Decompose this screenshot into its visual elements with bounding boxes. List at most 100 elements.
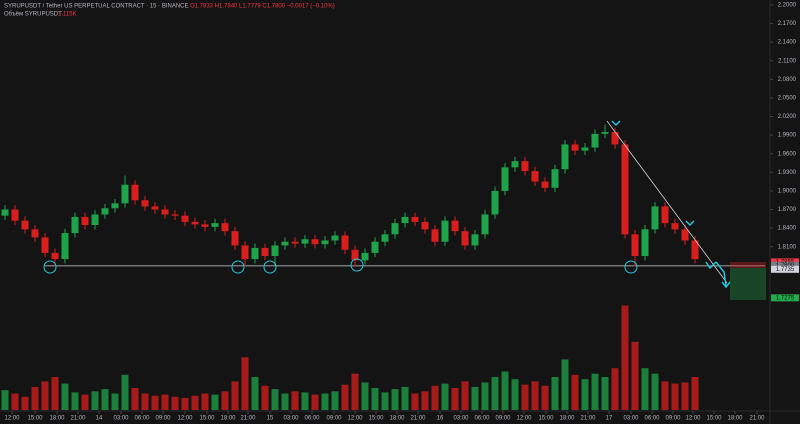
candle-body (681, 229, 689, 241)
candle-body (181, 215, 189, 222)
candle-body (211, 223, 219, 227)
price-tag (771, 265, 799, 273)
candle-body (151, 206, 159, 210)
volume-bar (371, 388, 379, 410)
candle-body (271, 245, 279, 256)
x-tick-label: 09:00 (326, 416, 342, 422)
x-tick-label: 06:00 (474, 416, 490, 422)
candle-body (231, 231, 239, 246)
volume-bar (521, 384, 529, 410)
volume-value: 1.115K (58, 12, 77, 18)
volume-bar (111, 393, 119, 410)
volume-bar (61, 383, 69, 410)
candle-body (381, 234, 389, 242)
x-tick-label: 15 (267, 416, 274, 422)
price-tag-label: 1.7275 (776, 295, 795, 301)
volume-bar (311, 394, 319, 410)
volume-bar (441, 383, 449, 410)
x-tick-label: 09:00 (495, 416, 511, 422)
volume-bar (91, 391, 99, 410)
candle-body (461, 231, 469, 246)
volume-bar (141, 393, 149, 410)
volume-bar (41, 381, 49, 410)
volume-bar (51, 377, 59, 410)
x-tick-label: 18:00 (49, 416, 65, 422)
candle-body (321, 240, 329, 245)
x-tick-label: 15:00 (199, 416, 215, 422)
candle-body (661, 206, 669, 224)
volume-bar (651, 373, 659, 410)
candle-body (421, 221, 429, 230)
candle-body (531, 171, 539, 182)
x-tick-label: 18:00 (559, 416, 575, 422)
volume-bar (81, 394, 89, 410)
volume-bar (151, 395, 159, 410)
volume-bar (481, 382, 489, 410)
volume-bar (591, 373, 599, 410)
x-tick-label: 06:00 (134, 416, 150, 422)
x-tick-label: 21:00 (749, 416, 765, 422)
volume-bar (221, 391, 229, 410)
x-tick-label: 17 (606, 416, 613, 422)
position-target (730, 268, 766, 300)
candle-body (371, 241, 379, 253)
volume-bar (601, 377, 609, 410)
volume-bar (121, 374, 129, 410)
candle-body (51, 252, 59, 260)
y-tick-label: 2.0800 (778, 77, 797, 83)
volume-bar (181, 397, 189, 410)
candle-body (131, 184, 139, 201)
volume-bar (291, 391, 299, 410)
candle-body (601, 132, 609, 134)
x-tick-label: 21:00 (580, 416, 596, 422)
volume-label: Объём SYRUPUSDT (4, 12, 62, 18)
volume-bar (321, 393, 329, 410)
candle-body (571, 144, 579, 151)
candle-body (251, 247, 259, 260)
x-tick-label: 12:00 (347, 416, 363, 422)
trend-line (606, 120, 728, 284)
y-tick-label: 1.8700 (778, 207, 797, 213)
volume-bar (431, 385, 439, 410)
y-tick-label: 2.1100 (778, 58, 797, 64)
volume-bar (341, 384, 349, 410)
x-tick-label: 21:00 (410, 416, 426, 422)
candle-body (561, 144, 569, 170)
y-tick-label: 1.8400 (778, 226, 797, 232)
touch-circle (624, 260, 638, 274)
volume-bar (351, 373, 359, 410)
volume-bar (661, 381, 669, 410)
volume-bar (231, 381, 239, 410)
candle-body (391, 223, 399, 235)
volume-bar (211, 394, 219, 410)
candle-body (81, 216, 89, 225)
candle-body (171, 214, 179, 216)
candle-body (361, 252, 369, 261)
volume-bar (511, 379, 519, 410)
candle-body (651, 206, 659, 230)
volume-bar (531, 381, 539, 410)
volume-bar (391, 389, 399, 410)
volume-bar (411, 393, 419, 410)
volume-bar (401, 386, 409, 410)
x-tick-label: 15:00 (538, 416, 554, 422)
volume-bar (241, 357, 249, 410)
touch-circle (350, 258, 364, 272)
candle-body (191, 221, 199, 225)
candle-body (301, 239, 309, 244)
candle-body (641, 229, 649, 256)
candle-body (11, 209, 19, 221)
volume-bar (191, 395, 199, 410)
plot: 2.2000 2.1700 2.1400 2.1100 2.0800 2.0500 2.02… (1, 3, 799, 422)
volume-bar (641, 368, 649, 410)
volume-bar (611, 368, 619, 410)
volume-bar (101, 389, 109, 410)
touch-circle (231, 260, 245, 274)
candle-body (591, 133, 599, 148)
y-tick-label: 2.0200 (778, 114, 797, 120)
chart-title: SYRUPUSDT / Tether US PERPETUAL CONTRACT… (4, 4, 189, 10)
y-tick-label: 2.1700 (778, 21, 797, 27)
candle-body (471, 234, 479, 246)
